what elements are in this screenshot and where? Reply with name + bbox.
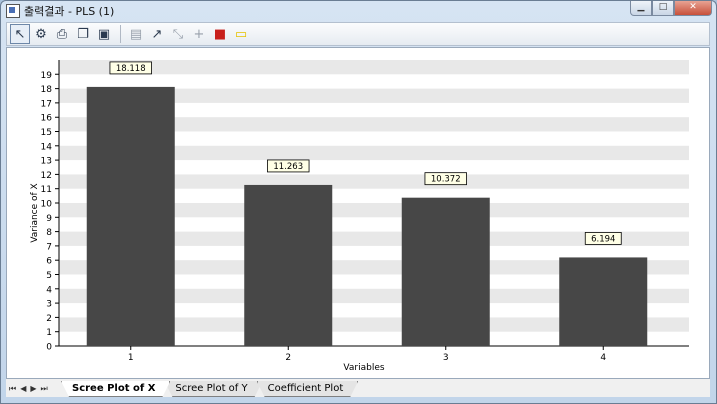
y-tick-label: 2 xyxy=(46,314,52,324)
y-tick-label: 14 xyxy=(41,142,53,152)
grid-band xyxy=(59,145,689,161)
data-label-box xyxy=(267,159,310,173)
grid-band xyxy=(59,60,689,75)
y-tick-label: 13 xyxy=(41,157,52,167)
grid-band xyxy=(59,317,689,332)
data-label-box xyxy=(584,232,622,245)
last-tab-icon[interactable]: ⏭ xyxy=(40,384,48,393)
grid-band xyxy=(59,231,689,246)
y-tick-label: 9 xyxy=(46,214,52,224)
y-tick-label: 11 xyxy=(41,185,52,195)
pointer-tool-icon[interactable]: ↖ xyxy=(10,24,30,44)
data-label-box xyxy=(424,172,467,186)
first-tab-icon[interactable]: ⏮ xyxy=(9,384,17,393)
minimize-button[interactable]: ▁ xyxy=(630,1,652,16)
y-axis-label: Variance of X xyxy=(30,183,40,242)
y-tick-label: 16 xyxy=(41,114,53,124)
grid-band xyxy=(59,174,689,189)
properties-icon[interactable]: ⚙ xyxy=(35,26,47,42)
grid-band xyxy=(59,260,689,275)
x-axis-label: Variables xyxy=(343,363,384,373)
window-title: 출력결과 - PLS (1) xyxy=(24,4,115,18)
y-tick-label: 1 xyxy=(46,328,52,338)
y-tick-label: 6 xyxy=(46,257,52,267)
draw-line-icon[interactable]: ↗ xyxy=(151,26,163,42)
data-label: 18.118 xyxy=(116,64,146,74)
y-tick-label: 10 xyxy=(41,200,53,210)
title-bar[interactable]: 출력결과 - PLS (1) ▁ □ ✕ xyxy=(1,1,716,20)
y-tick-label: 17 xyxy=(41,99,52,109)
y-tick-label: 7 xyxy=(46,242,52,252)
next-tab-icon[interactable]: ▶ xyxy=(30,384,37,393)
copy-icon[interactable]: ❐ xyxy=(77,26,89,42)
x-tick-label: 1 xyxy=(128,353,134,363)
select-region-icon[interactable]: ⤡ xyxy=(172,26,184,42)
grid-band xyxy=(59,88,689,103)
sheet-tab-bar: ⏮ ◀ ▶ ⏭ Scree Plot of X Scree Plot of Y … xyxy=(6,379,710,397)
data-label-box xyxy=(109,61,152,75)
y-tick-label: 12 xyxy=(41,171,52,181)
y-tick-label: 3 xyxy=(46,300,52,310)
y-tick-label: 8 xyxy=(46,228,52,238)
x-tick-label: 3 xyxy=(443,353,449,363)
app-icon xyxy=(6,3,20,18)
tab-scree-plot-y[interactable]: Scree Plot of Y xyxy=(164,381,262,397)
tab-coefficient-plot[interactable]: Coefficient Plot xyxy=(257,381,359,397)
grid-band xyxy=(59,203,689,218)
save-icon[interactable]: ▣ xyxy=(97,26,111,42)
grid-band xyxy=(59,117,689,132)
color-fill-icon[interactable]: ■ xyxy=(213,26,227,42)
y-tick-label: 19 xyxy=(41,71,53,81)
window-controls: ▁ □ ✕ xyxy=(630,1,712,16)
tab-navigation: ⏮ ◀ ▶ ⏭ xyxy=(6,381,61,397)
label-icon[interactable]: ▭ xyxy=(234,26,248,42)
crosshair-icon[interactable]: + xyxy=(193,26,205,42)
data-label: 10.372 xyxy=(431,175,461,185)
y-tick-label: 5 xyxy=(46,271,52,281)
y-tick-label: 15 xyxy=(41,128,52,138)
print-icon[interactable]: ⎙ xyxy=(56,26,68,42)
chart-panel: 0 1 2 3 4 5 6 7 8 9 10 11 12 13 14 15 16 17 18 19 18.118 1 11.… xyxy=(6,47,710,379)
toolbar-separator xyxy=(120,25,121,43)
scree-plot-chart: 01234567891011121314151617181918.118111.… xyxy=(30,60,689,373)
toolbar: ↖ ⚙ ⎙ ❐ ▣ ▤ ↗ ⤡ + ■ ▭ xyxy=(6,22,710,46)
grid-band xyxy=(59,288,689,304)
bar xyxy=(86,86,175,346)
bar xyxy=(401,197,490,346)
y-tick-label: 0 xyxy=(46,343,52,353)
close-button[interactable]: ✕ xyxy=(674,1,712,16)
bar xyxy=(244,184,333,346)
x-tick-label: 4 xyxy=(600,353,606,363)
prev-tab-icon[interactable]: ◀ xyxy=(20,384,27,393)
y-tick-label: 4 xyxy=(46,285,52,295)
y-tick-label: 18 xyxy=(41,85,53,95)
bar xyxy=(559,257,648,346)
x-tick-label: 2 xyxy=(285,353,291,363)
page-icon[interactable]: ▤ xyxy=(129,26,143,42)
maximize-button[interactable]: □ xyxy=(652,1,674,16)
data-label: 11.263 xyxy=(273,162,303,172)
tab-scree-plot-x[interactable]: Scree Plot of X xyxy=(61,381,170,397)
data-label: 6.194 xyxy=(591,234,615,244)
